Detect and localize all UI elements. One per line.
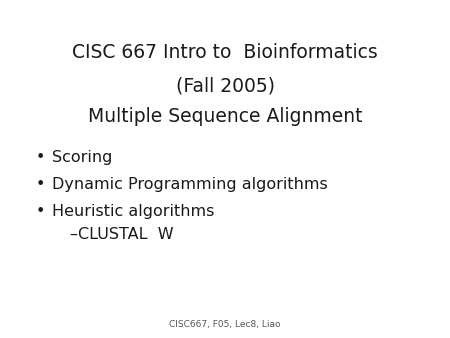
- Text: CISC 667 Intro to  Bioinformatics: CISC 667 Intro to Bioinformatics: [72, 43, 378, 62]
- Text: •: •: [36, 177, 45, 192]
- Text: –CLUSTAL  W: –CLUSTAL W: [70, 227, 173, 242]
- Text: Multiple Sequence Alignment: Multiple Sequence Alignment: [88, 107, 362, 126]
- Text: (Fall 2005): (Fall 2005): [176, 77, 274, 96]
- Text: Dynamic Programming algorithms: Dynamic Programming algorithms: [52, 177, 328, 192]
- Text: CISC667, F05, Lec8, Liao: CISC667, F05, Lec8, Liao: [169, 320, 281, 329]
- Text: •: •: [36, 204, 45, 219]
- Text: Scoring: Scoring: [52, 150, 112, 165]
- Text: Heuristic algorithms: Heuristic algorithms: [52, 204, 214, 219]
- Text: •: •: [36, 150, 45, 165]
